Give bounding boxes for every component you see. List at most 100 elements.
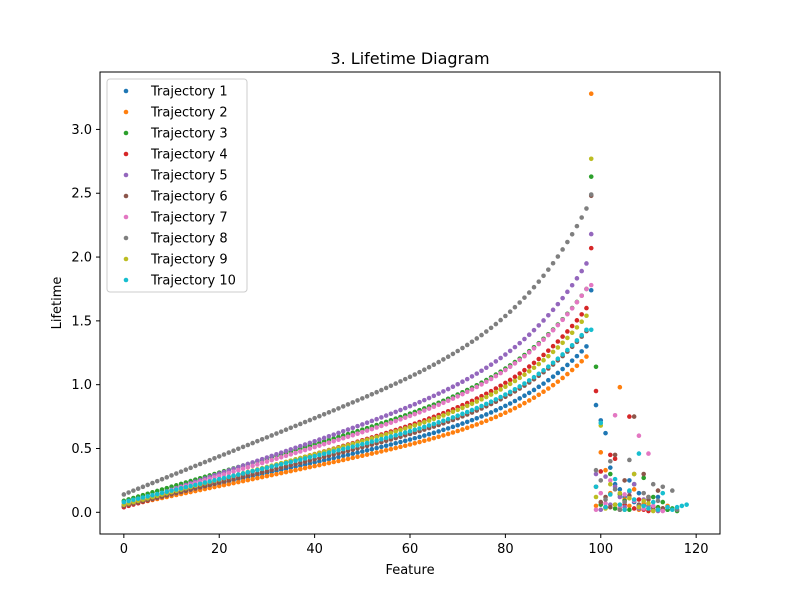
point-trajectory-10 [140, 495, 146, 500]
legend-label: Trajectory 5 [150, 169, 228, 184]
point-trajectory-4 [593, 388, 599, 394]
point-trajectory-9 [584, 313, 589, 319]
point-trajectory-8 [522, 295, 527, 300]
point-trajectory-10 [131, 497, 136, 503]
point-trajectory-9 [588, 156, 594, 162]
point-trajectory-3 [159, 487, 165, 492]
point-trajectory-2 [488, 416, 494, 422]
point-trajectory-8 [588, 192, 594, 197]
point-trajectory-1 [331, 455, 336, 461]
legend-marker [123, 88, 129, 94]
point-trajectory-1 [374, 445, 379, 451]
point-trajectory-8 [135, 486, 141, 492]
point-trajectory-2 [355, 454, 360, 460]
point-trajectory-8 [460, 345, 465, 351]
point-trajectory-5 [474, 371, 480, 376]
point-trajectory-9 [503, 384, 508, 390]
point-trajectory-1 [488, 410, 494, 415]
point-trajectory-10 [174, 487, 179, 492]
point-trajectory-7 [331, 438, 336, 444]
point-trajectory-1 [593, 402, 599, 408]
point-trajectory-10 [302, 456, 308, 461]
point-trajectory-9 [546, 353, 551, 359]
point-trajectory-2 [579, 359, 584, 364]
point-trajectory-8 [450, 351, 456, 357]
point-trajectory-8 [646, 494, 651, 500]
point-trajectory-7 [579, 293, 584, 299]
y-tick-label: 0.5 [71, 442, 92, 457]
point-trajectory-2 [240, 478, 246, 484]
point-trajectory-10 [588, 327, 594, 333]
point-trajectory-9 [484, 394, 489, 400]
point-trajectory-10 [464, 409, 470, 415]
point-trajectory-10 [441, 418, 446, 424]
point-trajectory-10 [636, 451, 642, 456]
point-trajectory-8 [526, 290, 532, 295]
point-trajectory-5 [517, 340, 522, 346]
point-trajectory-4 [560, 334, 565, 339]
point-trajectory-2 [245, 477, 251, 483]
point-trajectory-10 [221, 475, 227, 481]
point-trajectory-7 [402, 415, 408, 420]
point-trajectory-10 [388, 434, 394, 439]
point-trajectory-9 [474, 399, 480, 404]
point-trajectory-10 [331, 449, 336, 454]
point-trajectory-10 [250, 468, 255, 474]
point-trajectory-8 [426, 364, 432, 370]
point-trajectory-1 [503, 403, 508, 409]
point-trajectory-7 [259, 460, 265, 466]
point-trajectory-5 [464, 376, 470, 382]
point-trajectory-8 [469, 339, 475, 345]
point-trajectory-2 [507, 408, 513, 413]
point-trajectory-1 [536, 384, 542, 390]
point-trajectory-2 [402, 443, 408, 448]
point-trajectory-8 [598, 478, 604, 483]
point-trajectory-8 [407, 374, 413, 380]
point-trajectory-2 [503, 410, 508, 416]
point-trajectory-9 [450, 409, 456, 415]
point-trajectory-4 [584, 305, 589, 311]
point-trajectory-3 [612, 506, 618, 511]
point-trajectory-8 [565, 239, 570, 245]
point-trajectory-2 [598, 450, 604, 455]
x-axis-ticks: 0 20 40 60 80 100 120 [120, 534, 709, 557]
point-trajectory-10 [422, 424, 427, 430]
point-trajectory-8 [307, 417, 313, 423]
point-trajectory-8 [612, 487, 618, 492]
point-trajectory-2 [526, 398, 532, 403]
point-trajectory-5 [417, 399, 422, 405]
point-trajectory-4 [579, 312, 584, 317]
point-trajectory-5 [426, 395, 432, 401]
point-trajectory-6 [608, 504, 613, 510]
point-trajectory-2 [512, 405, 518, 411]
point-trajectory-10 [512, 386, 518, 392]
point-trajectory-8 [145, 482, 150, 488]
point-trajectory-2 [569, 367, 575, 373]
point-trajectory-8 [360, 396, 365, 401]
point-trajectory-3 [660, 499, 666, 505]
point-trajectory-2 [436, 434, 441, 440]
point-trajectory-5 [526, 332, 532, 337]
point-trajectory-8 [221, 452, 227, 457]
point-trajectory-10 [550, 360, 556, 366]
point-trajectory-5 [550, 307, 556, 313]
point-trajectory-9 [379, 433, 384, 439]
point-trajectory-5 [598, 507, 604, 513]
point-trajectory-9 [512, 378, 518, 384]
point-trajectory-7 [250, 463, 255, 469]
point-trajectory-10 [159, 490, 165, 496]
point-trajectory-10 [488, 399, 494, 405]
point-trajectory-5 [317, 437, 322, 442]
point-trajectory-7 [484, 379, 489, 385]
point-trajectory-10 [255, 467, 260, 473]
point-trajectory-2 [593, 503, 599, 509]
point-trajectory-9 [526, 368, 532, 374]
point-trajectory-6 [245, 473, 251, 478]
point-trajectory-8 [288, 425, 294, 431]
point-trajectory-2 [407, 442, 413, 447]
legend-marker [123, 109, 129, 115]
y-axis-label: Lifetime [50, 277, 65, 330]
point-trajectory-10 [460, 411, 465, 417]
point-trajectory-6 [264, 468, 270, 474]
point-trajectory-9 [627, 495, 632, 501]
